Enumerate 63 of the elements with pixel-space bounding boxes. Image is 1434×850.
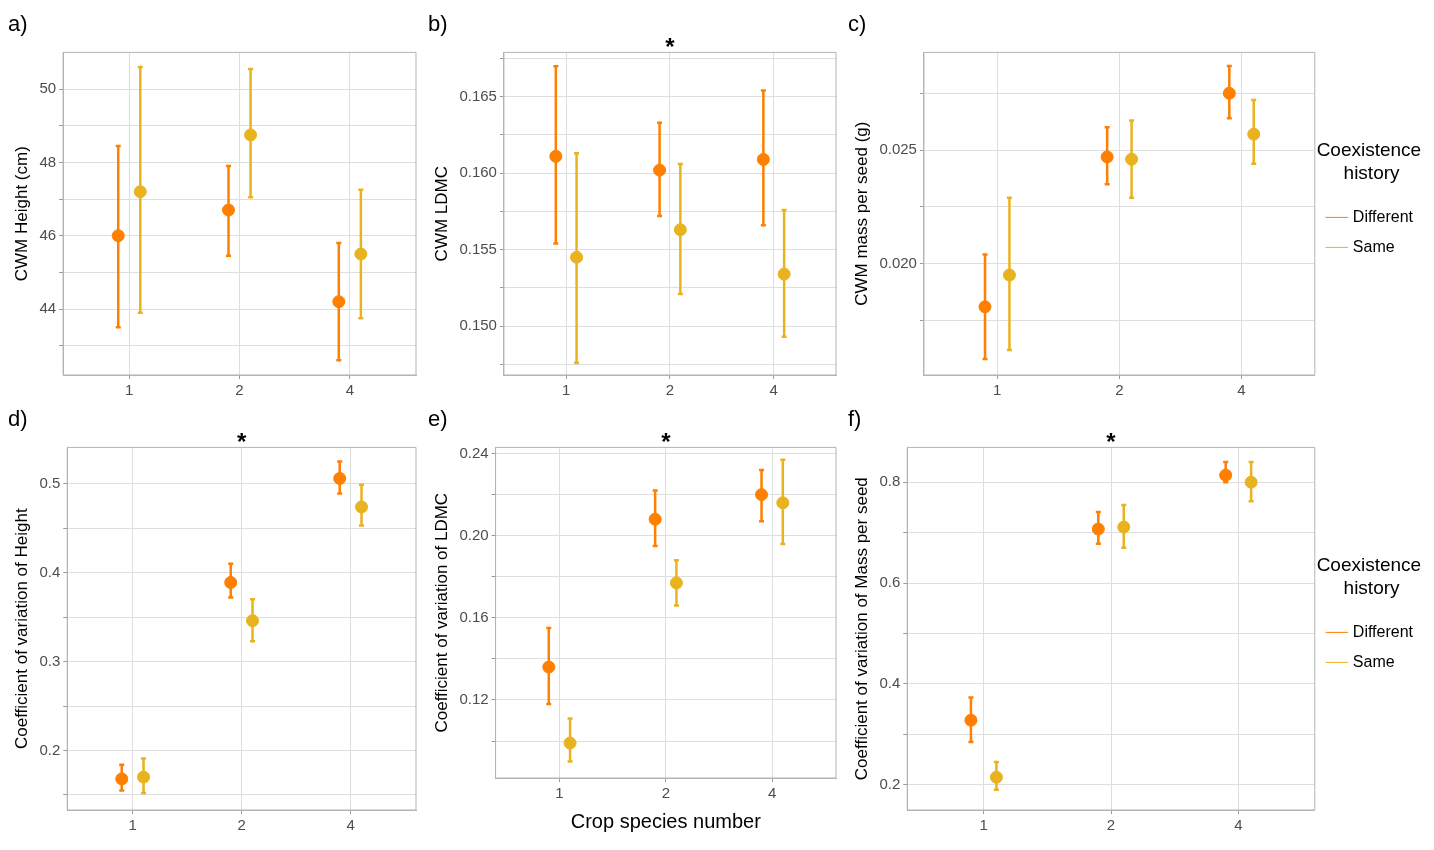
y-tick-label: 0.12: [459, 690, 489, 708]
x-axis-title: Crop species number: [570, 809, 762, 832]
y-axis-title: CWM LDMC: [431, 166, 451, 262]
chart-title: a): [8, 11, 28, 37]
y-tick-label: 48: [39, 152, 57, 170]
y-axis-title: Coefficient of variation of LDMC: [431, 492, 451, 733]
y-tick-label: 0.025: [879, 140, 917, 158]
x-tick-label: 4: [1234, 816, 1243, 834]
y-tick-label: 0.150: [459, 316, 497, 334]
annotation: *: [665, 33, 676, 61]
y-axis-title: CWM mass per seed (g): [851, 121, 871, 306]
y-tick-label: 0.165: [459, 86, 497, 104]
x-tick-label: 2: [1106, 816, 1116, 834]
legend-label: Same: [1352, 237, 1395, 255]
x-tick-label: 4: [345, 381, 354, 399]
chart-title: e): [428, 406, 448, 432]
y-tick-label: 0.2: [39, 740, 61, 758]
y-tick-label: 0.155: [459, 239, 497, 257]
x-tick-label: 2: [237, 816, 246, 834]
chart-title: f): [848, 406, 862, 432]
legend-title: Coexistence history: [1316, 554, 1422, 599]
annotation: *: [1106, 428, 1117, 456]
x-tick-label: 1: [979, 816, 988, 834]
y-tick-label: 0.160: [459, 163, 497, 181]
x-tick-label: 1: [555, 784, 564, 802]
x-tick-label: 1: [125, 381, 134, 399]
y-tick-label: 46: [39, 225, 57, 243]
legend-label: Different: [1352, 207, 1414, 225]
y-tick-label: 0.24: [459, 443, 489, 461]
y-tick-label: 0.5: [39, 473, 61, 491]
legend-label: Same: [1352, 652, 1395, 670]
y-tick-label: 0.16: [459, 607, 489, 625]
x-tick-label: 2: [661, 784, 670, 802]
annotation: *: [661, 428, 672, 456]
y-tick-label: 0.20: [459, 525, 489, 543]
x-tick-label: 4: [769, 381, 778, 399]
y-tick-label: 0.3: [39, 651, 61, 669]
chart-title: c): [848, 11, 867, 37]
x-tick-label: 1: [562, 381, 571, 399]
legend-label: Different: [1352, 622, 1414, 640]
x-tick-label: 1: [128, 816, 137, 834]
chart-title: d): [8, 406, 28, 432]
y-axis-title: Coefficient of variation of Height: [11, 508, 31, 750]
annotation: *: [236, 428, 247, 456]
y-axis-title: CWM Height (cm): [11, 146, 31, 282]
x-tick-label: 4: [1237, 381, 1246, 399]
x-tick-label: 2: [665, 381, 675, 399]
y-tick-label: 0.4: [879, 674, 901, 692]
y-tick-label: 0.8: [879, 472, 901, 490]
x-tick-label: 4: [346, 816, 355, 834]
y-tick-label: 0.4: [39, 562, 61, 580]
y-axis-title: Coefficient of variation of Mass per seed: [851, 477, 871, 781]
y-tick-label: 0.2: [879, 774, 901, 792]
chart-title: b): [428, 11, 448, 37]
x-tick-label: 4: [768, 784, 777, 802]
y-tick-label: 50: [39, 79, 57, 97]
y-tick-label: 44: [39, 299, 57, 317]
x-tick-label: 2: [1115, 381, 1124, 399]
y-tick-label: 0.6: [879, 573, 901, 591]
legend-title: Coexistence history: [1316, 139, 1422, 184]
y-tick-label: 0.020: [879, 253, 917, 271]
x-tick-label: 2: [235, 381, 244, 399]
x-tick-label: 1: [993, 381, 1002, 399]
